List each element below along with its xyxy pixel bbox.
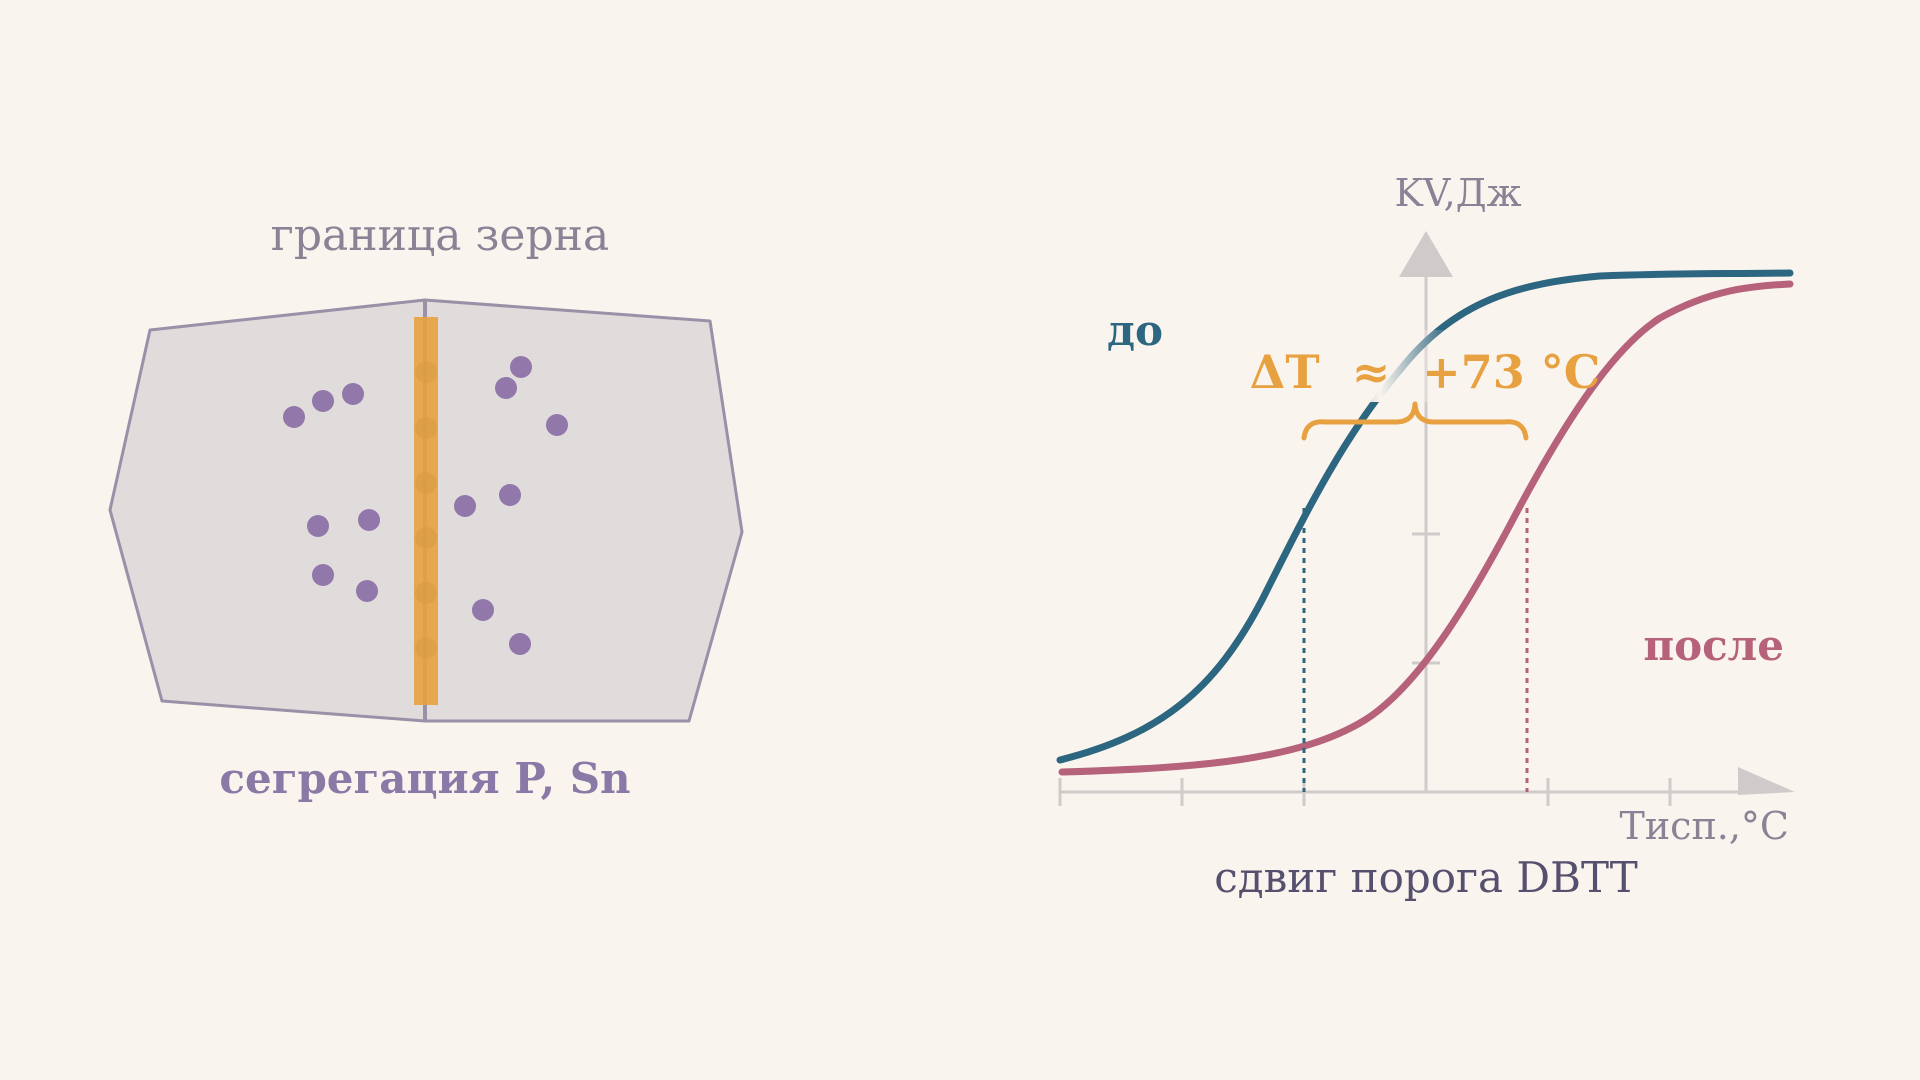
dbtt-graph: KV,Дж Тисп.,°С ΔT ≈ +73 °C до после сдви… xyxy=(1056,171,1795,902)
delta-label-backdrop xyxy=(1310,330,1450,402)
impurity-atom xyxy=(472,599,494,621)
segregated-atom xyxy=(415,582,437,604)
segregated-atom xyxy=(415,527,437,549)
segregation-atoms xyxy=(415,361,437,659)
impurity-atom xyxy=(499,484,521,506)
x-axis-label: Тисп.,°С xyxy=(1619,804,1789,848)
segregated-atom xyxy=(415,361,437,383)
grain-diagram-caption: сегрегация P, Sn xyxy=(219,754,630,803)
impurity-atom xyxy=(509,633,531,655)
impurity-atom xyxy=(358,509,380,531)
grain-left xyxy=(108,298,427,723)
delta-t-label: ΔT ≈ +73 °C xyxy=(1250,345,1601,399)
grain-diagram: граница зерна xyxy=(108,210,744,803)
impurity-atom xyxy=(283,406,305,428)
impurity-atom xyxy=(342,383,364,405)
delta-brace xyxy=(1301,401,1529,441)
grain-diagram-title: граница зерна xyxy=(271,210,609,261)
x-axis-arrow xyxy=(1738,767,1795,795)
impurity-atom xyxy=(307,515,329,537)
impurity-atom xyxy=(356,580,378,602)
segregated-atom xyxy=(415,417,437,439)
after-curve xyxy=(1058,280,1794,776)
y-axis-label: KV,Дж xyxy=(1394,171,1521,215)
impurity-atom xyxy=(312,390,334,412)
impurity-atom xyxy=(454,495,476,517)
graph-caption: сдвиг порога DBTT xyxy=(1214,853,1638,902)
impurity-atom xyxy=(312,564,334,586)
impurity-atom xyxy=(495,377,517,399)
impurity-atoms xyxy=(283,356,568,655)
y-axis-arrow xyxy=(1399,231,1453,277)
impurity-atom xyxy=(510,356,532,378)
segregated-atom xyxy=(415,472,437,494)
after-label: после xyxy=(1643,621,1784,670)
segregated-atom xyxy=(415,637,437,659)
before-label: до xyxy=(1107,306,1163,355)
impurity-atom xyxy=(546,414,568,436)
